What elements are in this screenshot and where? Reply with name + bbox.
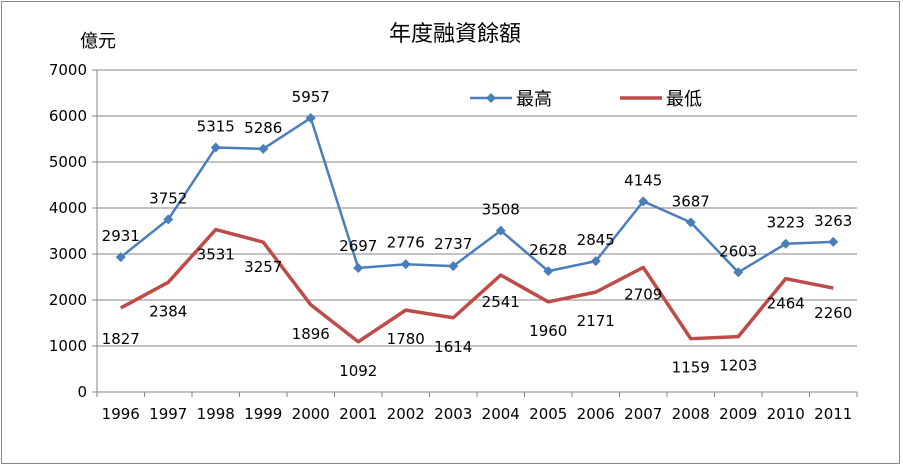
x-tick-label: 1998: [197, 405, 235, 423]
y-tick-label: 3000: [49, 245, 87, 263]
data-label-high: 2776: [387, 233, 425, 251]
legend-label: 最低: [666, 89, 702, 110]
data-point-high: [163, 214, 174, 225]
x-tick-label: 2006: [577, 405, 615, 423]
data-point-high: [305, 112, 316, 123]
series-line-high: [119, 116, 834, 274]
data-label-high: 4145: [624, 171, 662, 189]
data-point-high: [543, 266, 554, 277]
y-tick-label: 4000: [49, 199, 87, 217]
series-line-low: [119, 227, 834, 344]
data-label-low: 3257: [244, 258, 282, 276]
x-tick-label: 1997: [149, 405, 187, 423]
legend-marker-high: [486, 93, 496, 103]
data-label-high: 3223: [767, 214, 805, 232]
x-tick-label: 2009: [719, 405, 757, 423]
data-label-low: 1780: [387, 330, 425, 348]
chart-title: 年度融資餘額: [389, 22, 521, 47]
data-label-low: 1896: [292, 325, 330, 343]
data-label-high: 2737: [434, 235, 472, 253]
x-tick-label: 2005: [529, 405, 567, 423]
data-label-high: 2628: [529, 241, 567, 259]
data-label-high: 2931: [102, 227, 140, 245]
data-label-low: 1960: [529, 322, 567, 340]
data-label-high: 3263: [814, 212, 852, 230]
x-tick-label: 2000: [292, 405, 330, 423]
data-label-low: 2541: [482, 293, 520, 311]
data-label-low: 2260: [814, 304, 852, 322]
data-label-low: 2709: [624, 285, 662, 303]
x-tick-label: 2002: [387, 405, 425, 423]
data-label-high: 5286: [244, 119, 282, 137]
data-label-low: 1203: [719, 357, 757, 375]
data-point-high: [258, 143, 269, 154]
data-point-high: [448, 261, 459, 272]
data-label-high: 3752: [149, 189, 187, 207]
data-point-high: [115, 252, 126, 263]
x-tick-label: 2004: [482, 405, 520, 423]
data-label-high: 5957: [292, 88, 330, 106]
y-axis-ticks: 0 1000 2000 3000 4000 5000 6000 7000: [49, 61, 87, 401]
data-point-high: [353, 262, 364, 273]
y-tick-label: 5000: [49, 153, 87, 171]
data-label-high: 2845: [577, 231, 615, 249]
x-axis-ticks: 1996 1997 1998 1999 2000 2001 2002 2003 2004 2005…: [102, 405, 853, 423]
y-unit-label: 億元: [80, 31, 116, 52]
data-label-low: 1614: [434, 338, 472, 356]
data-label-low: 2171: [577, 312, 615, 330]
data-label-low: 2464: [767, 295, 805, 313]
data-point-high: [590, 256, 601, 267]
x-tick-label: 2011: [814, 405, 852, 423]
data-label-high: 5315: [197, 118, 235, 136]
x-tick-label: 2003: [434, 405, 472, 423]
x-tick-label: 1999: [244, 405, 282, 423]
y-tick-label: 7000: [49, 61, 87, 79]
data-label-low: 1159: [672, 359, 710, 377]
series-lines: [119, 116, 834, 344]
data-label-high: 3508: [482, 201, 520, 219]
data-point-high: [733, 267, 744, 278]
gridlines: [97, 69, 857, 347]
data-point-high: [780, 238, 791, 249]
data-label-low: 2384: [149, 302, 187, 320]
x-tick-label: 2007: [624, 405, 662, 423]
y-tick-label: 2000: [49, 291, 87, 309]
data-point-high: [400, 259, 411, 270]
data-label-high: 3687: [672, 192, 710, 210]
legend-label: 最高: [516, 89, 552, 110]
data-label-low: 3531: [197, 246, 235, 264]
x-tick-label: 2010: [767, 405, 805, 423]
data-point-high: [638, 196, 649, 207]
y-tick-label: 6000: [49, 107, 87, 125]
data-point-high: [685, 217, 696, 228]
series-markers: [115, 112, 839, 278]
data-label-high: 2603: [719, 242, 757, 260]
x-tick-label: 1996: [102, 405, 140, 423]
x-tick-label: 2008: [672, 405, 710, 423]
data-point-high: [495, 225, 506, 236]
data-point-high: [828, 236, 839, 247]
y-tick-label: 0: [77, 383, 87, 401]
data-point-high: [210, 142, 221, 153]
data-labels: 2931 3752 5315 5286 5957 2697 2776 2737 3508 2628…: [102, 88, 853, 380]
legend: 最高 最低: [470, 89, 702, 110]
data-label-low: 1092: [339, 362, 377, 380]
data-label-high: 2697: [339, 237, 377, 255]
y-tick-label: 1000: [49, 337, 87, 355]
x-tick-label: 2001: [339, 405, 377, 423]
data-label-low: 1827: [102, 330, 140, 348]
axes: [92, 69, 858, 397]
